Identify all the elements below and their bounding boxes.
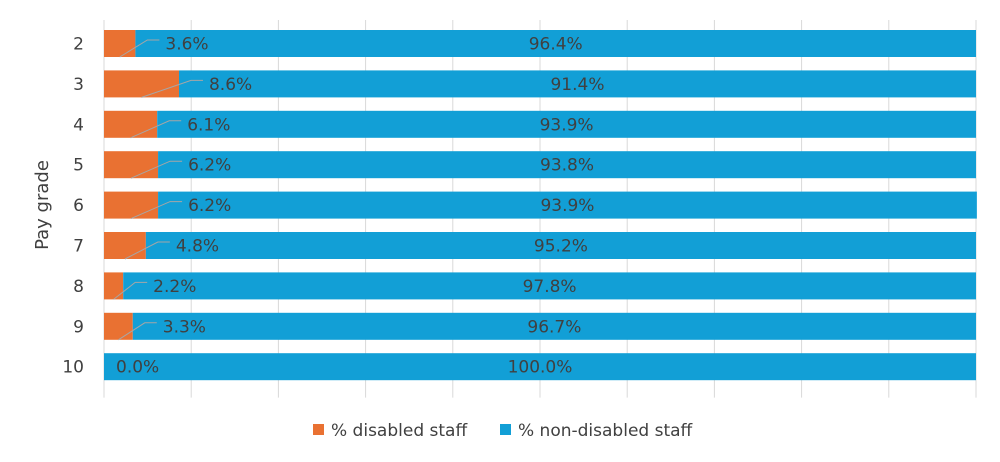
legend-swatch-non-disabled <box>500 424 511 435</box>
data-label-non-disabled: 93.8% <box>540 156 594 176</box>
data-labels: 3.6% 96.4% 8.6% 91.4% 6.1% 93.9% 6.2% 93.8% 6.2%… <box>113 35 605 378</box>
legend: % disabled staff % non-disabled staff <box>313 421 694 441</box>
bar-disabled <box>104 232 146 259</box>
y-tick-label: 4 <box>73 115 84 135</box>
data-label-disabled: 3.3% <box>163 317 206 337</box>
leader-line <box>130 120 182 139</box>
bar-disabled <box>104 312 133 340</box>
data-label-non-disabled: 100.0% <box>508 358 573 378</box>
bar-non-disabled <box>132 312 976 340</box>
bar-disabled <box>104 272 124 300</box>
bar-non-disabled <box>178 70 976 98</box>
y-tick-label: 9 <box>73 317 84 337</box>
data-label-disabled: 2.2% <box>153 277 196 297</box>
y-tick-label: 5 <box>73 156 84 176</box>
bar-disabled <box>104 30 136 57</box>
bar-non-disabled <box>145 232 976 259</box>
y-tick-label: 7 <box>73 237 84 257</box>
bar-disabled <box>104 110 158 138</box>
y-tick-label: 8 <box>73 277 84 297</box>
leader-line <box>124 241 170 260</box>
bar-disabled <box>104 191 159 219</box>
y-axis-title: Pay grade <box>32 160 53 250</box>
data-label-disabled: 0.0% <box>116 358 159 378</box>
leader-line <box>119 39 160 58</box>
leader-line <box>113 281 148 300</box>
bar-non-disabled <box>135 30 977 57</box>
y-tick-labels: 2 3 4 5 6 7 8 9 10 <box>62 35 84 378</box>
bar-non-disabled <box>158 151 977 179</box>
data-label-non-disabled: 97.8% <box>523 277 577 297</box>
legend-swatch-disabled <box>313 424 324 435</box>
legend-label-disabled: % disabled staff <box>331 421 468 441</box>
data-label-disabled: 6.1% <box>187 115 230 135</box>
data-label-disabled: 6.2% <box>188 156 231 176</box>
data-label-non-disabled: 91.4% <box>550 75 604 95</box>
leader-line <box>130 201 183 220</box>
bars <box>104 30 977 381</box>
leader-line <box>141 79 203 98</box>
bar-non-disabled <box>123 272 976 300</box>
bar-non-disabled <box>104 353 976 381</box>
leader-line <box>130 160 183 179</box>
y-tick-label: 6 <box>73 196 84 216</box>
data-label-non-disabled: 96.7% <box>527 317 581 337</box>
bar-non-disabled <box>157 110 976 138</box>
data-label-non-disabled: 96.4% <box>529 35 583 55</box>
y-tick-label: 10 <box>62 358 84 378</box>
data-label-disabled: 3.6% <box>165 35 208 55</box>
data-label-non-disabled: 93.9% <box>540 196 594 216</box>
data-label-disabled: 8.6% <box>209 75 252 95</box>
bar-disabled <box>104 70 179 98</box>
y-tick-label: 3 <box>73 75 84 95</box>
leader-line <box>118 322 157 341</box>
y-tick-label: 2 <box>73 35 84 55</box>
legend-label-non-disabled: % non-disabled staff <box>518 421 694 441</box>
data-label-non-disabled: 95.2% <box>534 237 588 257</box>
data-label-disabled: 6.2% <box>188 196 231 216</box>
data-label-disabled: 4.8% <box>176 237 219 257</box>
bar-disabled <box>104 151 159 179</box>
data-label-non-disabled: 93.9% <box>540 115 594 135</box>
bar-non-disabled <box>158 191 977 219</box>
